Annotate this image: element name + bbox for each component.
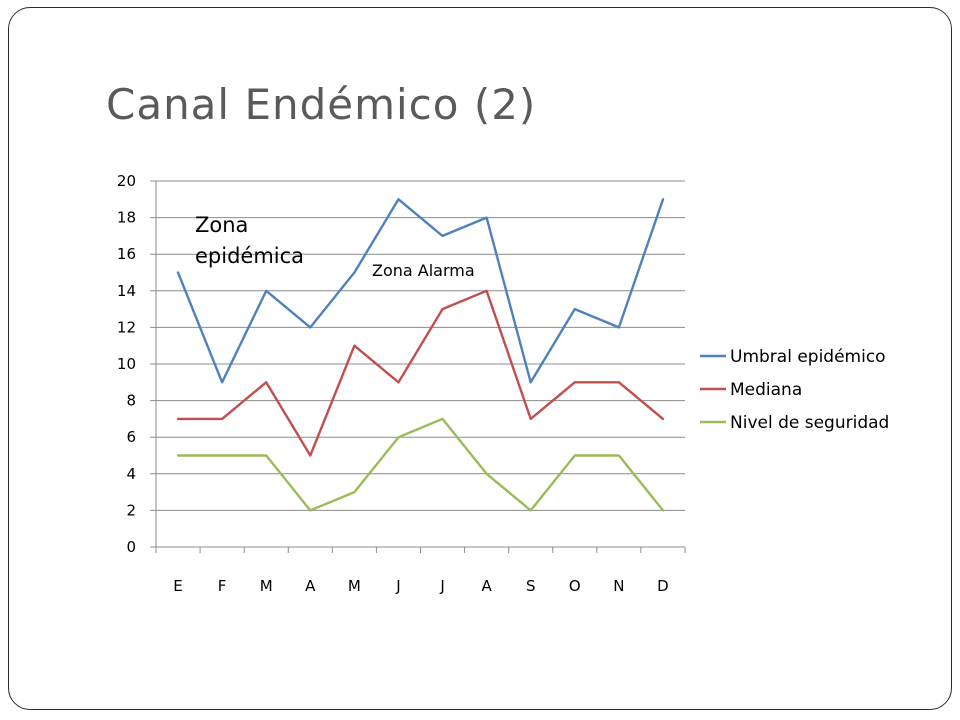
y-tick-label: 12 — [117, 318, 136, 336]
y-tick-label: 0 — [126, 538, 136, 556]
y-tick-label: 8 — [126, 392, 136, 410]
series-line-3 — [176, 417, 665, 512]
y-tick-label: 6 — [126, 428, 136, 446]
series-lines — [176, 198, 665, 512]
annotation-text: epidémica — [195, 244, 304, 268]
x-tick-label: A — [305, 577, 316, 595]
axes — [150, 180, 686, 553]
y-tick-label: 14 — [117, 282, 136, 300]
y-tick-label: 18 — [117, 209, 136, 227]
series-line-2 — [176, 289, 665, 457]
x-tick-label: N — [613, 577, 624, 595]
y-tick-label: 10 — [117, 355, 136, 373]
tick-labels: 0 2 4 6 8 10 12 14 16 18 20 E F M A M J J A S O N D — [117, 172, 669, 595]
slide-title: Canal Endémico (2) — [106, 80, 537, 129]
x-tick-label: F — [218, 577, 227, 595]
x-tick-label: M — [260, 577, 273, 595]
chart-annotations: Zona epidémica Zona Alarma — [195, 213, 475, 280]
series-line-1 — [176, 198, 665, 384]
x-tick-label: D — [657, 577, 669, 595]
x-tick-label: M — [348, 577, 361, 595]
x-tick-label: J — [395, 577, 400, 595]
grid-lines — [156, 180, 685, 511]
y-tick-label: 2 — [126, 501, 136, 519]
y-tick-label: 4 — [126, 465, 136, 483]
annotation-text: Zona Alarma — [372, 261, 475, 280]
y-tick-label: 20 — [117, 172, 136, 190]
slide-frame — [8, 7, 952, 710]
annotation-text: Zona — [195, 213, 248, 237]
legend-label: Mediana — [730, 380, 802, 400]
y-tick-label: 16 — [117, 245, 136, 263]
x-tick-label: E — [173, 577, 182, 595]
x-tick-label: S — [526, 577, 536, 595]
legend-label: Nivel de seguridad — [730, 413, 889, 433]
legend-label: Umbral epidémico — [730, 347, 886, 367]
x-tick-label: J — [439, 577, 444, 595]
x-tick-label: A — [481, 577, 492, 595]
chart-legend: Umbral epidémico Mediana Nivel de segurida… — [700, 347, 889, 433]
x-tick-label: O — [569, 577, 581, 595]
